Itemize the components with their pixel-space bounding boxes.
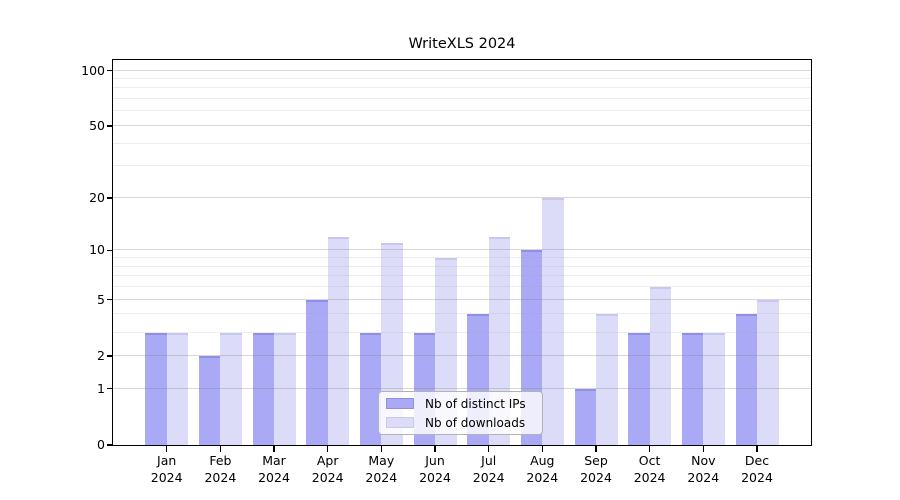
legend-label-downloads: Nb of downloads (425, 415, 526, 430)
major-gridline (113, 387, 811, 389)
x-tick-mark (541, 445, 543, 452)
x-tick-mark (434, 445, 436, 452)
bar-distinct-ips-dec (735, 314, 757, 445)
bar-downloads-nov (703, 332, 725, 445)
minor-gridline (113, 331, 811, 333)
minor-gridline (113, 78, 811, 79)
bar-distinct-ips-apr (306, 299, 328, 445)
y-tick-mark (106, 355, 113, 357)
bar-downloads-aug (542, 198, 564, 445)
bar-distinct-ips-mar (252, 332, 274, 445)
y-tick-mark (106, 444, 113, 446)
x-tick-label: Dec 2024 (741, 453, 773, 485)
legend-item-downloads: Nb of downloads (386, 416, 542, 430)
y-tick-label: 5 (97, 291, 105, 307)
legend-label-distinct-ips: Nb of distinct IPs (425, 396, 526, 411)
bar-downloads-dec (757, 299, 779, 445)
y-tick-label: 2 (97, 347, 105, 363)
legend-swatch-distinct-ips-icon (386, 398, 414, 409)
y-tick-mark (106, 125, 113, 127)
minor-gridline (113, 286, 811, 288)
y-tick-mark (106, 249, 113, 252)
y-tick-label: 50 (89, 118, 105, 133)
major-gridline (113, 197, 811, 198)
legend-swatch-downloads-icon (386, 417, 414, 428)
x-tick-label: Oct 2024 (633, 453, 666, 485)
minor-gridline (113, 142, 811, 144)
x-tick-label: Aug 2024 (526, 453, 559, 485)
x-tick-label: May 2024 (365, 453, 398, 485)
bar-downloads-oct (649, 287, 672, 445)
bar-distinct-ips-oct (628, 332, 650, 445)
x-tick-label: Jun 2024 (419, 453, 451, 485)
bar-downloads-apr (327, 236, 350, 445)
x-tick-label: Mar 2024 (258, 453, 290, 485)
grid-layer (113, 60, 811, 445)
bar-downloads-jan (166, 332, 189, 445)
minor-gridline (113, 98, 811, 100)
minor-gridline (113, 313, 811, 315)
x-tick-label: Sep 2024 (580, 453, 612, 485)
x-tick-label: Feb 2024 (204, 453, 237, 485)
x-tick-mark (488, 445, 490, 452)
major-gridline (113, 354, 811, 356)
plot-area: Nb of distinct IPs Nb of downloads (112, 59, 812, 446)
major-gridline (113, 69, 811, 71)
x-tick-mark (702, 445, 704, 452)
bar-downloads-sep (596, 314, 618, 445)
x-tick-mark (649, 445, 651, 452)
bar-downloads-feb (220, 332, 242, 445)
legend-item-distinct-ips: Nb of distinct IPs (386, 397, 542, 411)
bar-distinct-ips-nov (681, 332, 704, 445)
bar-downloads-mar (274, 332, 296, 445)
y-tick-label: 10 (89, 242, 105, 258)
major-gridline (113, 298, 811, 300)
x-tick-mark (327, 445, 329, 452)
x-tick-mark (166, 445, 168, 452)
x-tick-mark (273, 445, 275, 452)
x-tick-label: Jul 2024 (472, 453, 505, 485)
x-tick-mark (219, 445, 222, 452)
legend: Nb of distinct IPs Nb of downloads (378, 391, 543, 435)
minor-gridline (113, 265, 811, 267)
y-tick-label: 1 (97, 380, 105, 396)
bar-distinct-ips-jan (145, 332, 167, 445)
y-tick-mark (106, 69, 113, 72)
x-tick-label: Apr 2024 (311, 453, 344, 485)
y-tick-label: 0 (97, 437, 105, 452)
bar-distinct-ips-sep (574, 388, 596, 445)
minor-gridline (113, 87, 811, 89)
y-tick-label: 100 (81, 62, 105, 78)
y-tick-mark (106, 299, 113, 301)
bar-distinct-ips-may (359, 332, 382, 445)
x-tick-mark (595, 445, 597, 452)
major-gridline (113, 249, 811, 251)
x-tick-label: Nov 2024 (687, 453, 720, 485)
minor-gridline (113, 110, 811, 112)
x-tick-mark (380, 445, 382, 452)
y-tick-label: 20 (89, 190, 105, 205)
y-tick-mark (106, 197, 113, 199)
x-tick-label: Jan 2024 (150, 453, 183, 485)
bar-distinct-ips-feb (198, 355, 221, 445)
bars-layer (113, 60, 811, 445)
minor-gridline (113, 165, 811, 167)
minor-gridline (113, 275, 811, 277)
minor-gridline (113, 257, 811, 259)
x-tick-mark (756, 445, 758, 452)
major-gridline (113, 125, 811, 126)
chart-title: WriteXLS 2024 (408, 36, 516, 52)
y-tick-mark (106, 388, 113, 390)
